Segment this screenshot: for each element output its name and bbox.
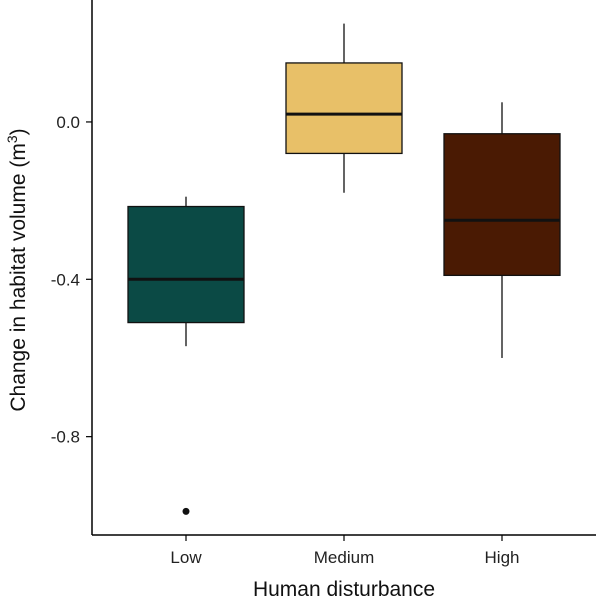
outlier-point [182,507,190,515]
y-axis-title: Change in habitat volume (m3) [4,128,30,411]
boxes-layer [127,23,561,515]
y-tick-label: -0.8 [51,428,80,447]
box-body [285,62,403,155]
box-medium [285,23,403,193]
x-ticks: Low Medium High [170,535,519,567]
box-high [443,102,561,358]
y-tick-label: 0.0 [56,113,80,132]
box-body [127,205,245,324]
y-ticks: 0.0 -0.4 -0.8 [51,113,92,447]
x-tick-label: High [485,548,520,567]
y-tick-label: -0.4 [51,270,80,289]
x-tick-label: Low [170,548,202,567]
x-axis-title: Human disturbance [253,578,435,599]
x-tick-label: Medium [314,548,374,567]
box-low [127,196,245,515]
y-axis-title-close: ) [7,128,30,135]
y-axis-title-text: Change in habitat volume (m [7,143,30,411]
box-body [443,133,561,277]
y-axis-title-superscript: 3 [4,135,20,143]
